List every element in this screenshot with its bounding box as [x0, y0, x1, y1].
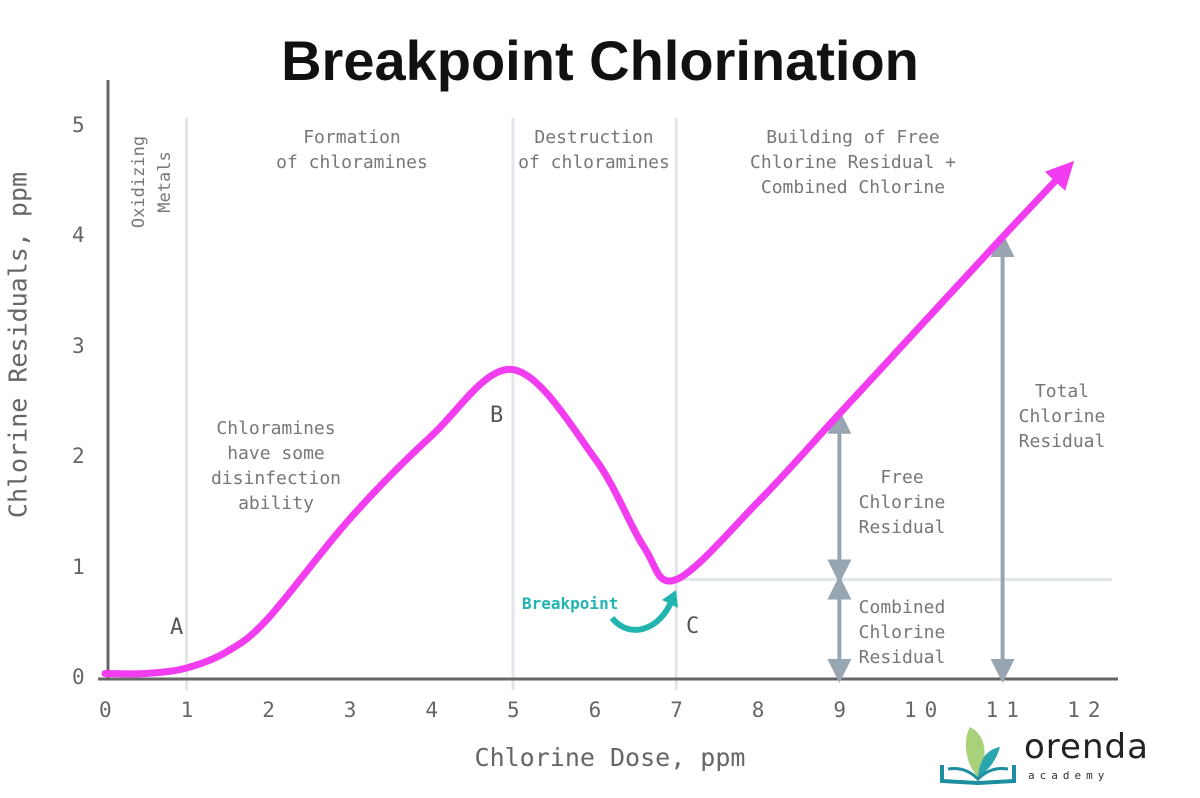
x-tick-label: 6	[588, 698, 602, 722]
y-tick-label: 1	[72, 554, 85, 579]
x-axis-label: Chlorine Dose, ppm	[474, 743, 746, 772]
y-tick-label: 4	[72, 223, 85, 247]
x-tick-label: 10	[904, 698, 946, 722]
x-tick-label: 5	[507, 698, 520, 722]
orenda-logo: orenda academy	[940, 725, 1160, 785]
logo-subtitle: academy	[1028, 769, 1110, 782]
y-tick-label: 3	[72, 333, 85, 358]
total-chlorine-label: Total Chlorine Residual	[1018, 381, 1106, 452]
x-tick-label: 7	[670, 698, 683, 722]
x-tick-label: 12	[1067, 698, 1109, 722]
x-tick-label: 11	[985, 698, 1027, 722]
x-tick-label: 1	[180, 698, 194, 722]
y-tick-label: 0	[72, 665, 85, 689]
point-label-b: B	[490, 403, 504, 428]
book-leaf-icon	[940, 727, 1016, 785]
x-tick-label: 0	[99, 698, 112, 722]
chlorine-residual-curve	[101, 160, 1075, 678]
free-chlorine-label: Free Chlorine Residual	[858, 467, 946, 538]
x-tick-label: 4	[425, 698, 439, 722]
y-tick-label: 2	[72, 444, 85, 468]
region-label-oxidizing: Oxidizing Metals	[129, 135, 175, 229]
point-label-a: A	[170, 615, 184, 640]
breakpoint-arrowhead-icon	[662, 590, 678, 608]
region-label-building: Building of Free Chlorine Residual + Com…	[750, 127, 956, 198]
logo-wordmark: orenda	[1024, 727, 1149, 767]
x-tick-label: 8	[751, 698, 765, 722]
chloramines-note: Chloramines have some disinfection abili…	[210, 418, 342, 514]
breakpoint-label: Breakpoint	[522, 594, 619, 613]
breakpoint-arrow	[609, 598, 675, 633]
x-tick-label: 9	[833, 698, 847, 722]
point-label-c: C	[686, 614, 700, 639]
combined-chlorine-label: Combined Chlorine Residual	[858, 597, 946, 668]
x-tick-label: 2	[262, 698, 275, 722]
chart-title: Breakpoint Chlorination	[281, 29, 919, 92]
y-tick-label: 5	[72, 112, 85, 137]
y-axis-label: Chlorine Residuals, ppm	[3, 171, 33, 519]
x-tick-label: 3	[343, 698, 357, 722]
region-label-destruction: Destruction of chloramines	[518, 127, 670, 173]
region-label-formation: Formation of chloramines	[276, 127, 428, 173]
